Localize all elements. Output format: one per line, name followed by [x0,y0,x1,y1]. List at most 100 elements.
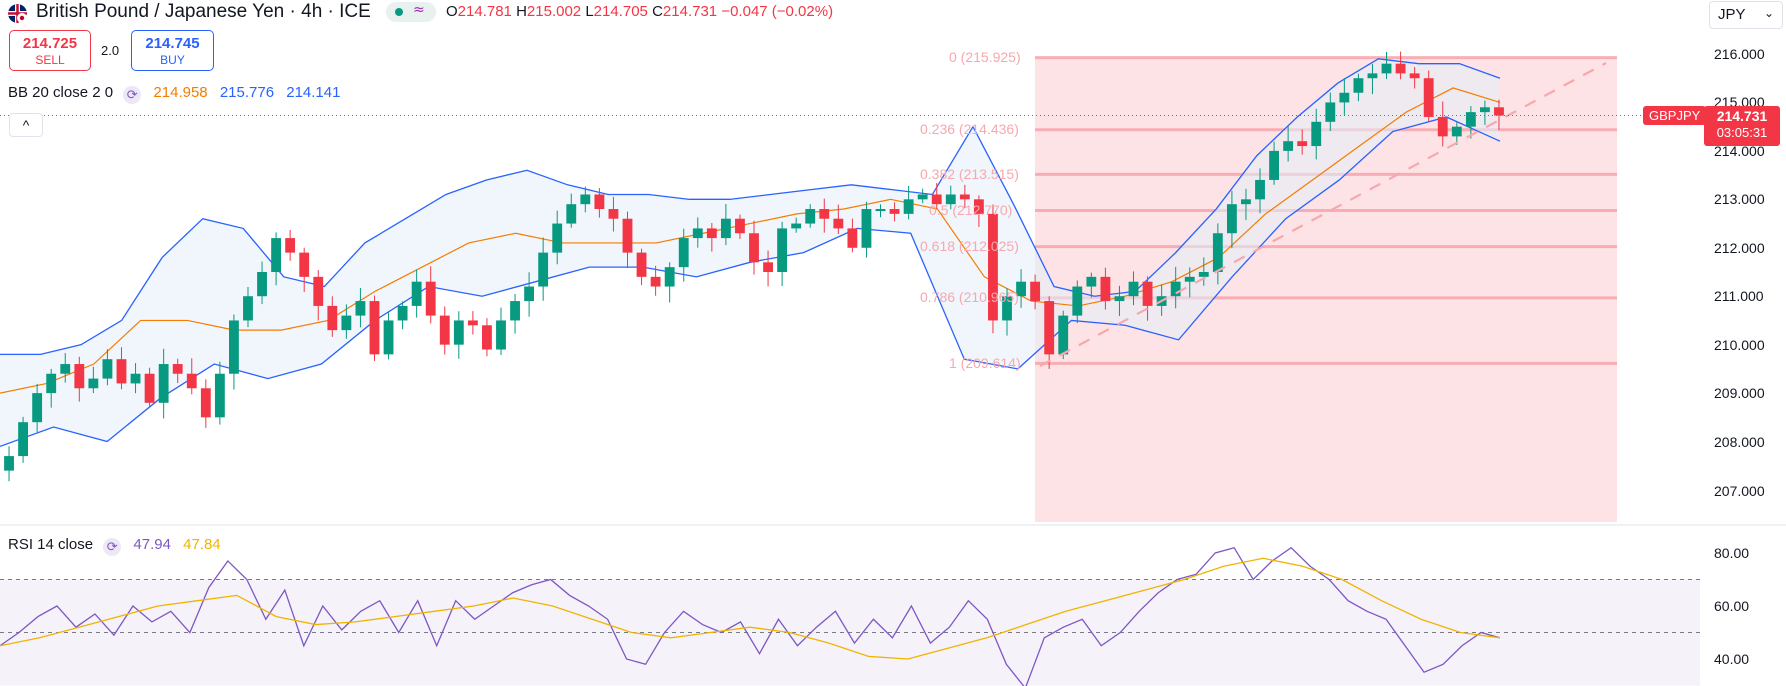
fib-level-label: 0.618 (212.025) [920,238,1019,254]
bb-upper-line [0,58,1501,356]
candle-body [1353,78,1364,93]
candle-body [1311,121,1322,147]
candle-body [369,301,380,355]
candle-body [945,194,956,205]
candle-body [130,373,141,384]
candle-body [931,194,942,205]
candle-body [1479,107,1490,113]
candle-body [1072,286,1083,316]
candle-body [749,233,759,263]
open-value: 214.781 [457,3,512,20]
symbol-price-tag: GBPJPY [1643,106,1707,125]
trend-line [1039,62,1607,367]
candle-body [1100,276,1111,302]
candle-body [875,209,886,212]
symbol-title[interactable]: British Pound / Japanese Yen · 4h · ICE [36,1,371,22]
rsi-axis-label: 40.00 [1714,651,1750,667]
sell-button[interactable]: 214.725 SELL [9,30,91,71]
market-status-pill[interactable]: ≈ [386,2,436,22]
candle-body [32,393,43,423]
candle-body [735,218,745,234]
buy-button[interactable]: 214.745 BUY [131,30,214,71]
bb-legend[interactable]: BB 20 close 2 0 ⟳ 214.958 215.776 214.14… [8,84,340,104]
candle-body [158,364,169,403]
candle-body [847,228,858,248]
candle-body [720,218,731,239]
candle-body [889,209,900,214]
rsi-name: RSI 14 close [8,536,94,553]
buy-price: 214.745 [145,35,200,52]
candle-body [1170,281,1181,297]
rsi-axis-label: 80.00 [1714,545,1750,561]
candle-body [18,422,29,457]
candle-body [397,305,408,321]
fib-level-label: 0.5 (212.770) [929,202,1013,218]
price-axis-label: 210.000 [1714,337,1765,353]
candle-body [650,276,661,287]
candle-body [861,209,872,248]
candle-body [1494,107,1504,116]
wave-icon: ≈ [413,2,425,18]
candle-body [917,194,928,200]
candle-body [285,238,296,253]
rsi-line [0,546,1501,686]
collapse-legend-button[interactable]: ^ [9,113,43,137]
refresh-icon[interactable]: ⟳ [103,538,122,556]
candle-body [214,373,225,418]
fib-level-label: 0.382 (213.515) [920,166,1019,182]
candle-body [1451,126,1462,137]
candle-body [608,209,619,219]
candle-body [706,228,717,239]
fib-level-label: 1 (209.614) [949,355,1021,371]
candle-body [327,305,338,331]
currency-selector[interactable]: JPY ⌄ [1709,1,1783,29]
candle-body [510,301,520,321]
fib-level-label: 0.236 (214.436) [920,121,1019,137]
candle-body [1044,301,1055,355]
candle-body [102,359,113,379]
candle-body [1283,141,1294,151]
candle-body [60,364,71,374]
candle-body [1339,92,1350,103]
candle-body [1437,116,1448,137]
candle-body [1381,63,1392,74]
candle-body [313,276,324,306]
sell-price: 214.725 [22,35,78,52]
candle-body [271,238,282,272]
rsi-value: 47.94 [133,536,171,553]
candle-body [88,378,99,389]
candle-body [1086,276,1097,287]
candle-body [4,456,14,471]
price-axis-label: 212.000 [1714,240,1765,256]
candle-body [46,373,57,394]
rsi-legend[interactable]: RSI 14 close ⟳ 47.94 47.84 [8,536,221,556]
candle-body [229,320,239,374]
refresh-icon[interactable]: ⟳ [123,86,142,104]
candle-body [467,320,478,326]
candle-body [1297,141,1308,147]
candle-body [988,213,998,321]
rsi-axis-label: 60.00 [1714,598,1750,614]
price-axis-label: 213.000 [1714,191,1765,207]
last-price: 214.731 [1716,108,1768,124]
bb-name: BB 20 close 2 0 [8,84,114,101]
fib-level-label: 0 (215.925) [949,49,1021,65]
candle-body [805,209,816,224]
candle-body [678,238,689,268]
change-value: −0.047 (−0.02%) [721,3,834,20]
candle-body [1255,179,1265,200]
candle-body [200,388,211,418]
candle-body [1409,73,1420,79]
candle-body [74,364,85,389]
candle-body [580,194,591,205]
chevron-down-icon: ⌄ [1763,6,1774,20]
candle-body [116,359,127,384]
candle-body [636,252,647,277]
price-axis-label: 211.000 [1714,288,1764,304]
candle-body [257,272,267,297]
candle-body [186,373,197,389]
candle-body [425,281,436,316]
candle-body [1212,233,1223,272]
candle-body [172,364,183,374]
